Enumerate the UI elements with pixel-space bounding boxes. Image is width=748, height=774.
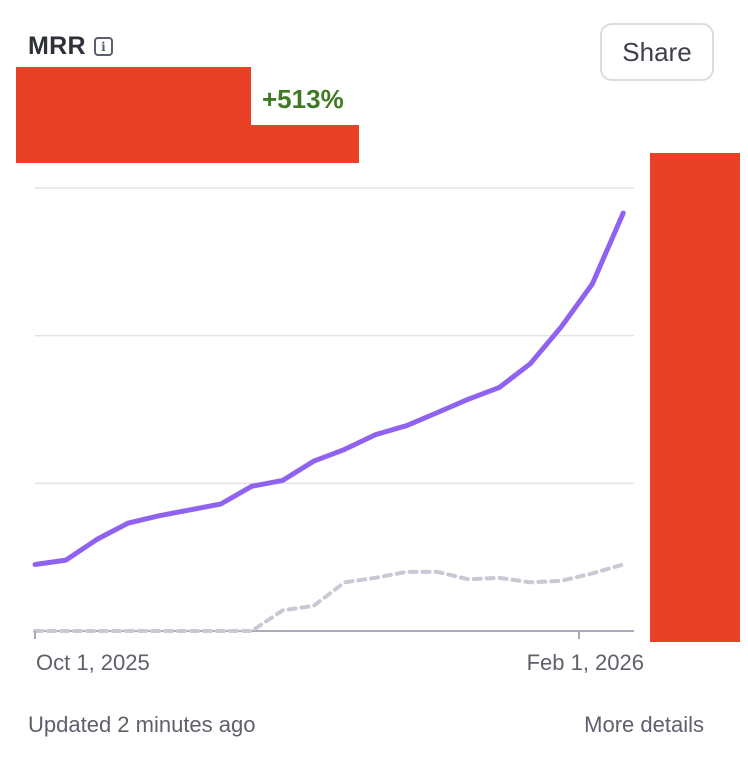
comparison-series-line xyxy=(33,562,626,633)
metric-title: MRR xyxy=(28,32,86,60)
mrr-series-line xyxy=(32,210,626,567)
mrr-line-chart: Oct 1, 2025 Feb 1, 2026 xyxy=(32,187,644,675)
updated-timestamp: Updated 2 minutes ago xyxy=(28,712,256,737)
percent-change-badge: +513% xyxy=(262,84,344,114)
share-button[interactable]: Share xyxy=(600,23,714,81)
redacted-axis-block xyxy=(650,153,740,642)
info-icon[interactable]: i xyxy=(93,37,113,56)
more-details-link[interactable]: More details xyxy=(584,712,704,737)
redacted-value-block-lower xyxy=(16,125,359,163)
x-tick-label: Feb 1, 2026 xyxy=(527,650,644,675)
metric-title-row: MRR i xyxy=(28,32,113,61)
x-tick-label: Oct 1, 2025 xyxy=(36,650,150,675)
